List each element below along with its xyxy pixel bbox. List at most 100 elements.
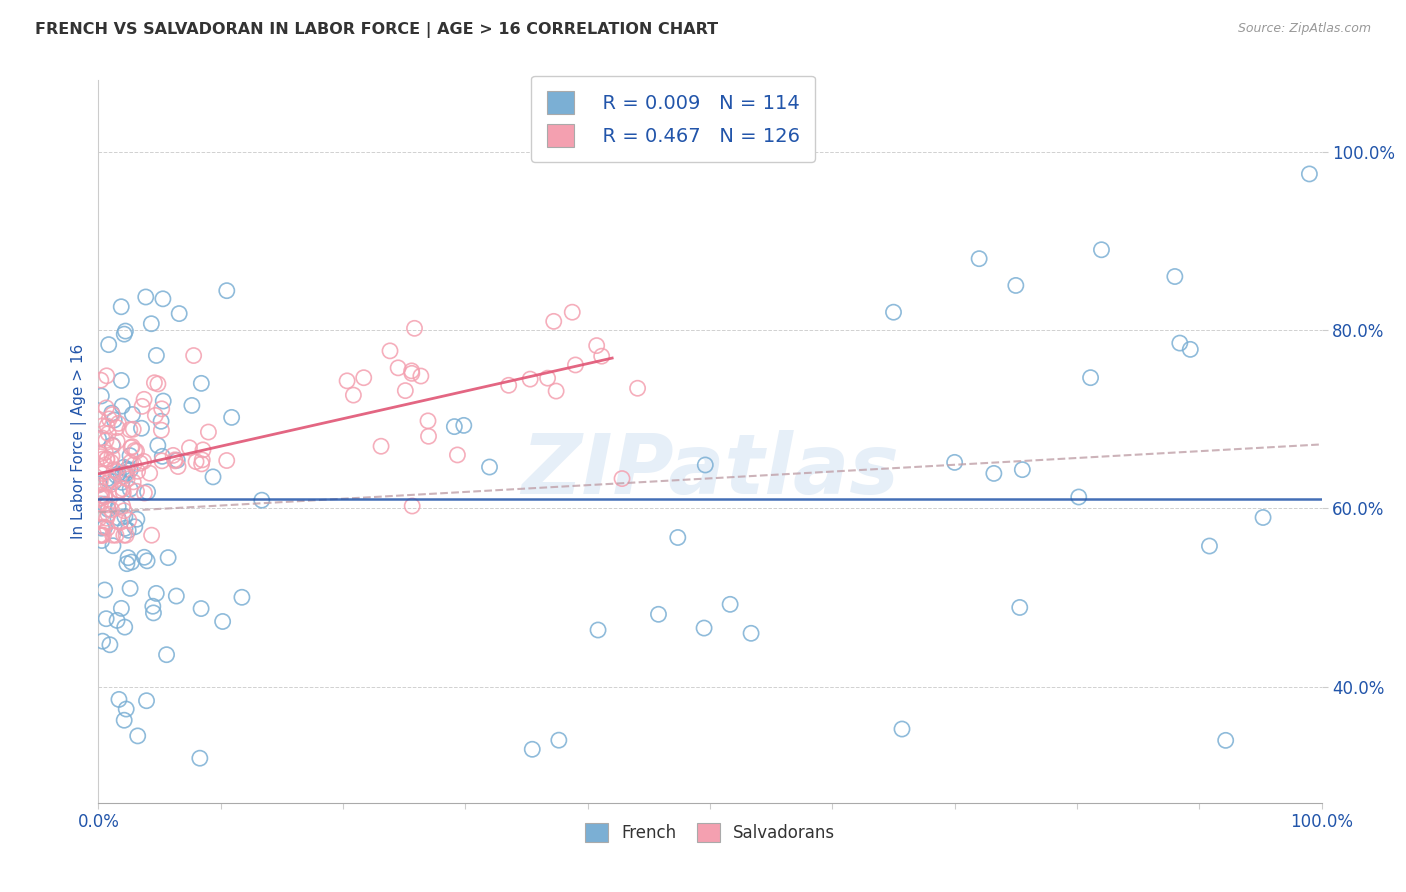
Point [101,406,124,420]
Point [127,729,149,743]
Point [121,555,143,569]
Point [145,586,167,600]
Point [150,401,173,416]
Point [90,484,112,499]
Point [103,463,125,477]
Point [190,457,212,471]
Point [1090,243,1112,257]
Point [105,468,128,483]
Point [89,477,111,491]
Point [115,528,138,542]
Point [184,454,207,468]
Point [100,455,122,469]
Point [118,513,141,527]
Point [131,421,153,435]
Point [122,475,145,489]
Point [943,455,966,469]
Point [87,432,110,446]
Point [409,369,432,384]
Point [96,612,118,626]
Point [718,598,741,612]
Point [591,349,613,363]
Point [453,418,475,433]
Y-axis label: In Labor Force | Age > 16: In Labor Force | Age > 16 [72,344,87,539]
Point [141,317,163,331]
Point [93,497,115,511]
Point [250,493,273,508]
Point [1008,600,1031,615]
Point [522,742,544,756]
Point [136,554,159,568]
Point [87,478,110,492]
Point [104,528,127,542]
Point [586,623,609,637]
Point [96,401,118,415]
Point [105,434,128,449]
Point [89,528,111,542]
Point [1298,167,1320,181]
Text: FRENCH VS SALVADORAN IN LABOR FORCE | AGE > 16 CORRELATION CHART: FRENCH VS SALVADORAN IN LABOR FORCE | AG… [35,22,718,38]
Point [740,626,762,640]
Point [446,448,468,462]
Point [145,348,167,362]
Point [101,438,124,452]
Point [108,483,131,498]
Point [1080,370,1102,384]
Point [547,733,569,747]
Point [693,621,716,635]
Point [98,478,121,492]
Point [120,455,142,469]
Point [142,606,165,620]
Point [107,467,129,481]
Point [695,458,717,472]
Point [112,504,135,518]
Point [111,399,134,413]
Point [108,692,131,706]
Point [96,511,118,525]
Point [610,472,633,486]
Point [167,459,190,474]
Point [103,475,125,489]
Point [626,381,648,395]
Point [112,460,135,475]
Point [112,528,135,542]
Point [90,450,112,464]
Point [561,305,583,319]
Point [163,453,186,467]
Point [98,638,121,652]
Point [94,445,117,459]
Point [96,452,118,467]
Point [125,484,148,499]
Point [666,531,689,545]
Point [120,482,142,496]
Point [117,550,139,565]
Point [101,408,124,422]
Point [112,485,135,500]
Point [132,392,155,407]
Point [91,467,114,481]
Point [188,751,211,765]
Point [114,521,136,535]
Point [97,508,120,522]
Point [1168,336,1191,351]
Point [197,425,219,439]
Point [114,324,136,338]
Point [155,648,177,662]
Point [96,419,118,434]
Point [115,467,138,482]
Point [131,400,153,414]
Point [211,615,233,629]
Point [231,591,253,605]
Point [221,410,243,425]
Point [401,364,423,378]
Point [1067,490,1090,504]
Point [498,378,520,392]
Point [93,582,115,597]
Point [125,512,148,526]
Point [1215,733,1237,747]
Point [91,506,114,520]
Point [134,550,156,565]
Point [105,614,128,628]
Point [90,373,112,387]
Point [378,343,401,358]
